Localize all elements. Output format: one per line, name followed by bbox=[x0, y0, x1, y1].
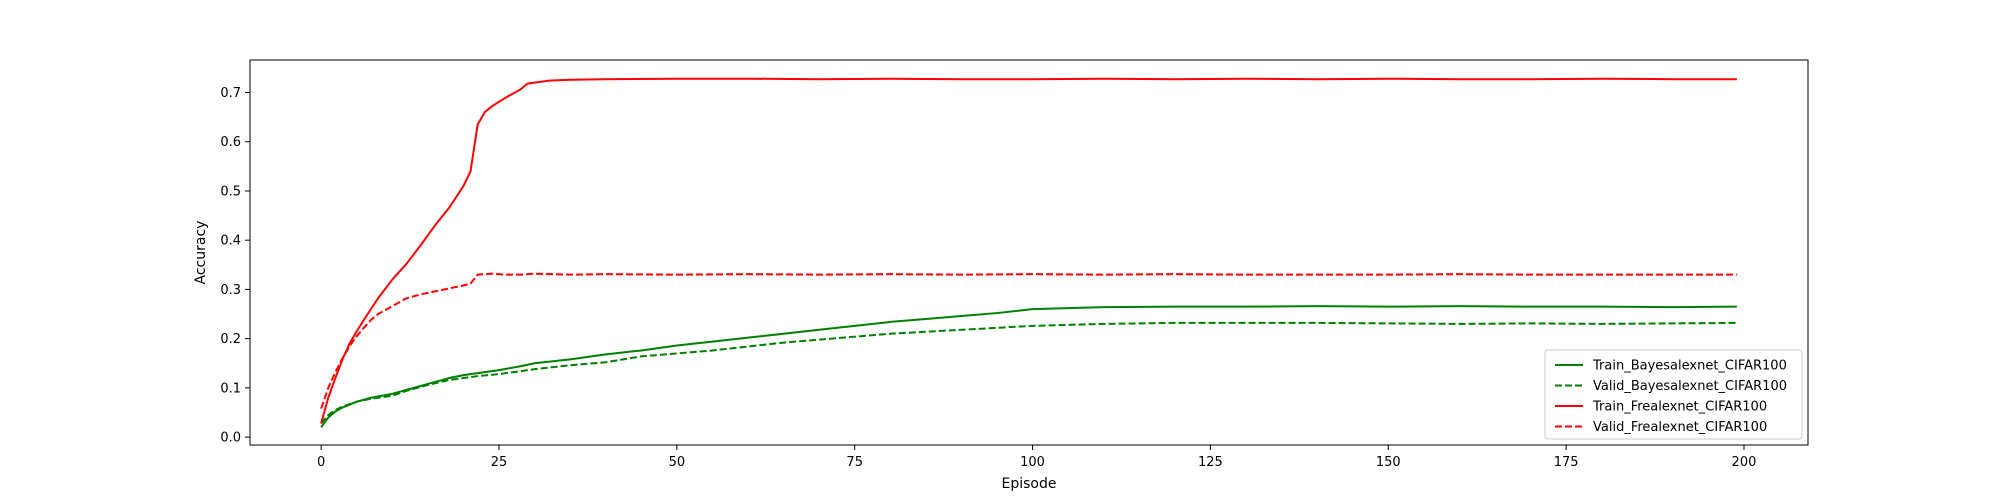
x-tick-label: 100 bbox=[1020, 455, 1045, 470]
y-tick-label: 0.3 bbox=[220, 283, 241, 298]
x-tick-label: 150 bbox=[1376, 455, 1401, 470]
series-line-3 bbox=[320, 272, 1737, 409]
y-tick-label: 0.6 bbox=[220, 135, 241, 150]
y-tick-label: 0.2 bbox=[220, 332, 241, 347]
x-tick-label: 0 bbox=[317, 455, 325, 470]
legend-label-0: Train_Bayesalexnet_CIFAR100 bbox=[1592, 359, 1787, 374]
legend-label-1: Valid_Bayesalexnet_CIFAR100 bbox=[1593, 379, 1787, 394]
legend-label-2: Train_Frealexnet_CIFAR100 bbox=[1592, 400, 1767, 415]
y-tick-label: 0.7 bbox=[220, 86, 241, 101]
x-tick-label: 75 bbox=[846, 455, 863, 470]
y-tick-label: 0.5 bbox=[220, 184, 241, 199]
legend-box bbox=[1544, 349, 1803, 440]
x-tick-label: 50 bbox=[669, 455, 686, 470]
axes-layer: 0 25 50 75 100 125 150 175 200 0.0 0.1 0.2 0.3 0.4 0.5… bbox=[220, 86, 1756, 470]
x-tick-label: 175 bbox=[1554, 455, 1579, 470]
x-axis-label: Episode bbox=[1002, 476, 1057, 492]
y-tick-label: 0.4 bbox=[220, 234, 241, 249]
legend: Train_Bayesalexnet_CIFAR100 Valid_Bayesal… bbox=[1544, 349, 1803, 440]
x-tick-label: 200 bbox=[1732, 455, 1757, 470]
y-axis-label: Accuracy bbox=[193, 221, 209, 285]
legend-label-3: Valid_Frealexnet_CIFAR100 bbox=[1593, 420, 1767, 435]
series-line-1 bbox=[320, 321, 1737, 424]
series-line-0 bbox=[320, 305, 1737, 428]
y-tick-label: 0.1 bbox=[220, 381, 241, 396]
series-line-2 bbox=[320, 77, 1737, 424]
x-tick-label: 25 bbox=[491, 455, 508, 470]
series-layer bbox=[320, 77, 1737, 428]
x-tick-label: 125 bbox=[1198, 455, 1223, 470]
y-tick-label: 0.0 bbox=[220, 431, 241, 446]
